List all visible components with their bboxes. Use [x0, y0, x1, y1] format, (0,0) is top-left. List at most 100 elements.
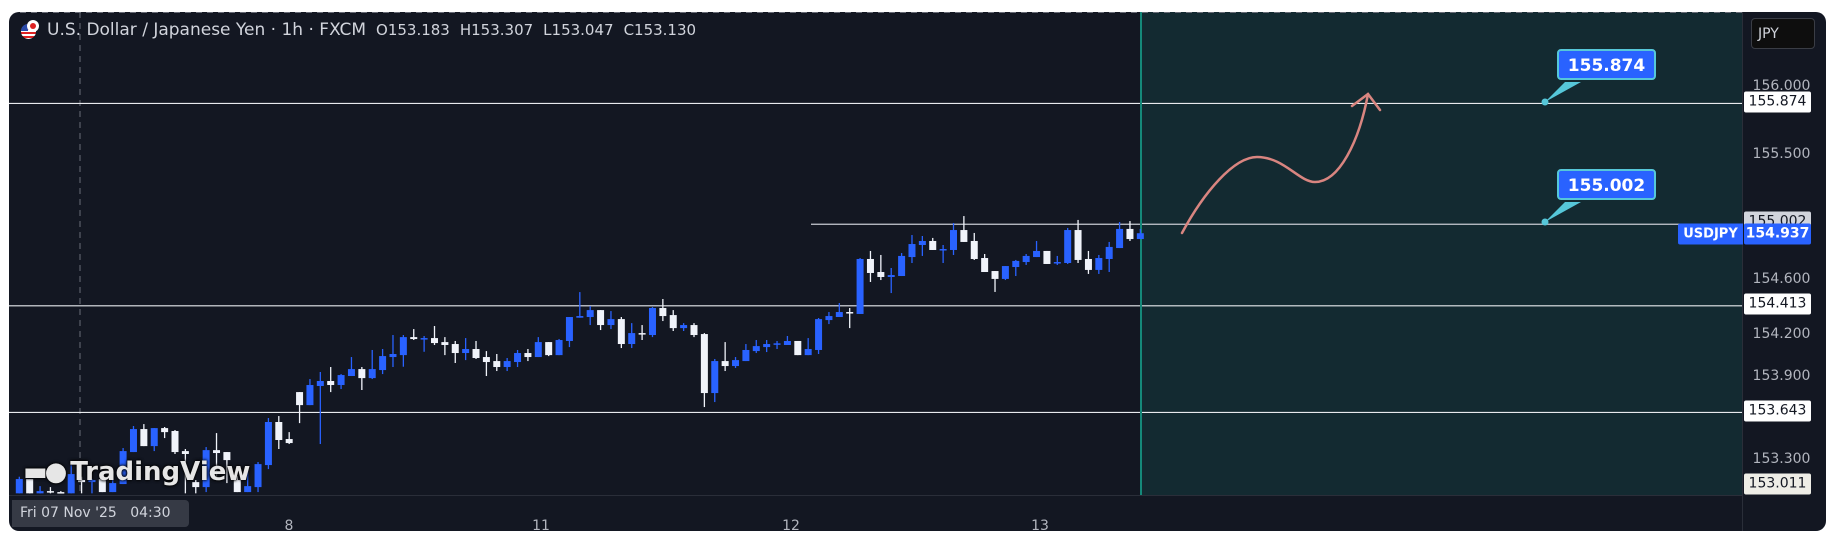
- candle: [67, 465, 75, 494]
- candle: [451, 340, 459, 363]
- candle: [88, 479, 96, 494]
- candle-body: [296, 392, 304, 406]
- candle: [316, 372, 324, 445]
- candle-body: [316, 381, 324, 386]
- candle-body: [1053, 262, 1061, 264]
- candle-body: [368, 369, 376, 379]
- candle-body: [815, 319, 823, 350]
- candle: [981, 254, 989, 273]
- candle-body: [462, 349, 470, 354]
- candle-body: [565, 317, 573, 341]
- candle-body: [399, 337, 407, 356]
- candle: [109, 480, 117, 493]
- callout-anchor[interactable]: [1541, 98, 1549, 106]
- price-callout-lower[interactable]: 155.002: [1557, 169, 1656, 200]
- candle: [493, 353, 501, 372]
- candle: [15, 476, 23, 494]
- candle-body: [929, 240, 937, 250]
- level-label-153643[interactable]: 153.643: [1744, 400, 1811, 422]
- candle: [929, 237, 937, 250]
- price-tick: 153.900: [1752, 368, 1811, 384]
- candle: [794, 340, 802, 356]
- candle-body: [763, 344, 771, 348]
- candle-body: [26, 479, 34, 494]
- candle-body: [1022, 255, 1030, 263]
- price-tick: 155.500: [1752, 146, 1811, 162]
- candle-body: [721, 361, 729, 367]
- callout-anchor[interactable]: [1541, 218, 1549, 226]
- candle-body: [1033, 250, 1041, 258]
- candle-body: [441, 342, 449, 345]
- candle-body: [1084, 258, 1092, 270]
- price-tick: 153.300: [1752, 451, 1811, 467]
- candle-body: [514, 353, 522, 363]
- candle: [171, 430, 179, 454]
- symbol-legend[interactable]: U.S. Dollar / Japanese Yen · 1h · FXCM O…: [21, 20, 696, 40]
- candle-body: [171, 431, 179, 453]
- candle: [140, 424, 148, 447]
- candle-body: [493, 361, 501, 368]
- candle-body: [88, 480, 96, 483]
- time-label: 12: [782, 518, 800, 531]
- candle: [275, 416, 283, 450]
- candle: [524, 349, 532, 362]
- candle-body: [877, 272, 885, 277]
- candle: [296, 392, 304, 424]
- candle: [638, 325, 646, 341]
- candle-body: [908, 244, 916, 258]
- candle: [825, 312, 833, 325]
- candle-body: [607, 319, 615, 326]
- candle: [1033, 240, 1041, 258]
- candle: [431, 326, 438, 345]
- candle: [846, 308, 854, 329]
- candle: [420, 335, 428, 352]
- candle: [742, 344, 750, 362]
- price-chart[interactable]: [9, 12, 1826, 531]
- candle: [192, 480, 200, 494]
- candle-body: [420, 338, 428, 340]
- currency-button[interactable]: JPY: [1751, 18, 1815, 49]
- candle: [1126, 221, 1134, 241]
- candle: [586, 306, 594, 326]
- price-callout-upper[interactable]: 155.874: [1557, 49, 1656, 80]
- candle: [347, 357, 355, 377]
- candle-body: [140, 429, 148, 447]
- candle-body: [254, 464, 262, 488]
- candle: [732, 357, 740, 368]
- candle-body: [1116, 228, 1124, 249]
- tradingview-watermark[interactable]: ▬● TradingView: [23, 457, 250, 487]
- ohlc-close: C153.130: [623, 21, 697, 39]
- candle-body: [67, 474, 75, 494]
- candle-body: [213, 450, 221, 454]
- candle-body: [617, 319, 625, 345]
- projected-path-arrow[interactable]: [1180, 92, 1370, 235]
- candle-body: [119, 451, 127, 485]
- candle: [545, 342, 553, 357]
- chart-panel[interactable]: U.S. Dollar / Japanese Yen · 1h · FXCM O…: [9, 12, 1826, 531]
- watermark-text: TradingView: [70, 457, 251, 487]
- candle-body: [192, 482, 200, 488]
- level-label-154413[interactable]: 154.413: [1744, 293, 1811, 315]
- candle-body: [981, 258, 989, 273]
- crosshair-date: Fri 07 Nov '25: [20, 505, 117, 521]
- candle-body: [482, 357, 490, 363]
- candle-body: [783, 340, 791, 345]
- candle: [950, 222, 957, 255]
- last-price-label: 154.937: [1744, 223, 1811, 245]
- candle-body: [597, 310, 605, 326]
- candle: [57, 491, 65, 494]
- candle-body: [804, 349, 812, 356]
- candle: [233, 476, 241, 493]
- candle-body: [1043, 250, 1051, 264]
- candle-body: [690, 325, 698, 336]
- candle: [389, 335, 397, 368]
- candle: [161, 426, 169, 439]
- candle: [1043, 250, 1051, 264]
- candle-body: [700, 334, 708, 394]
- level-label-155874[interactable]: 155.874: [1744, 91, 1811, 113]
- candle: [534, 337, 542, 358]
- candle: [908, 235, 916, 264]
- arrowhead-icon: [1350, 92, 1382, 112]
- candle: [970, 232, 978, 260]
- candle: [576, 292, 584, 318]
